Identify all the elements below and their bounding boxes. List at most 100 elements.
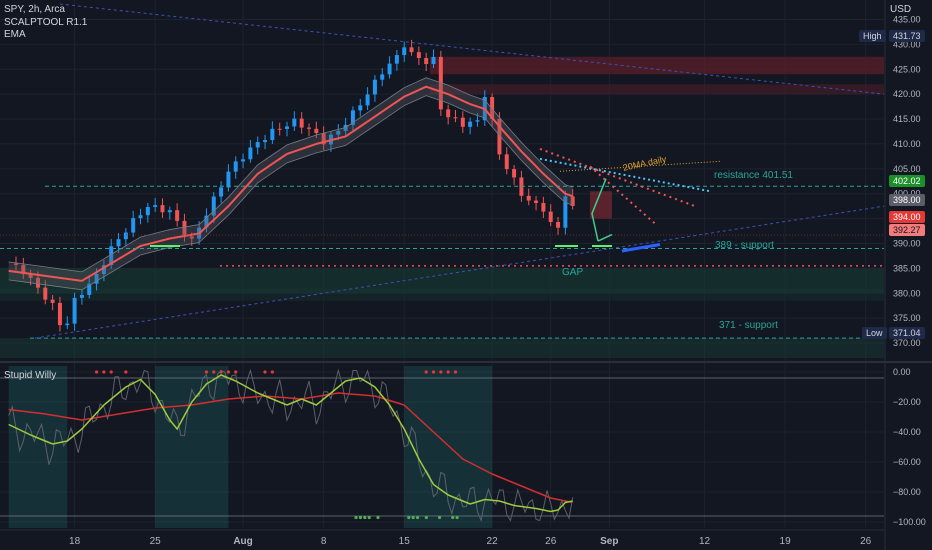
- candle-body: [431, 56, 436, 65]
- sell-signal-dot: [204, 370, 209, 374]
- candle: [175, 203, 180, 227]
- buy-signal-dot: [376, 515, 380, 520]
- candle: [321, 126, 326, 151]
- marker-line: [621, 243, 661, 253]
- candle: [277, 122, 282, 136]
- dotted-channel: [539, 157, 711, 193]
- candle-body: [563, 196, 568, 228]
- price-tick-label: 420.00: [893, 89, 921, 99]
- date-tick-label: Aug: [233, 536, 252, 547]
- price-tick-label: 425.00: [893, 64, 921, 74]
- candle-body: [285, 126, 290, 129]
- candle: [394, 50, 399, 71]
- candle-body: [204, 215, 209, 228]
- osc-zone: [155, 366, 229, 528]
- candle-body: [270, 128, 275, 141]
- candle: [446, 104, 451, 125]
- candle-body: [424, 58, 429, 65]
- sell-signal-dot: [94, 370, 99, 374]
- candle-body: [65, 323, 70, 326]
- candle-body: [87, 283, 92, 295]
- candle: [255, 136, 260, 155]
- osc-tick-label: −100.00: [893, 517, 926, 527]
- candle-body: [343, 124, 348, 131]
- candle: [292, 111, 297, 131]
- candle-body: [131, 218, 136, 233]
- trendline-top: [59, 3, 885, 95]
- date-tick-label: 25: [150, 536, 162, 547]
- osc-tick-label: −80.00: [893, 487, 921, 497]
- candle: [87, 276, 92, 299]
- indicator-legend-scalptool[interactable]: SCALPTOOL R1.1: [4, 17, 88, 28]
- candle-body: [321, 133, 326, 145]
- candle: [526, 188, 531, 206]
- candle-body: [72, 297, 77, 324]
- subpane-legend[interactable]: Stupid Willy: [4, 370, 57, 381]
- candle-body: [28, 273, 33, 278]
- candles: [13, 39, 575, 332]
- projection-arrow: [597, 233, 613, 242]
- candle: [548, 204, 553, 227]
- candle: [13, 256, 18, 271]
- candle: [431, 49, 436, 68]
- candle-body: [175, 210, 180, 221]
- candle-body: [160, 205, 165, 213]
- high-price-pill: 431.73: [889, 30, 925, 42]
- candle: [123, 227, 128, 247]
- price-tick-label: 410.00: [893, 139, 921, 149]
- candle: [226, 164, 231, 192]
- sell-signal-dot: [439, 370, 443, 374]
- candle: [241, 153, 246, 169]
- candle: [65, 316, 70, 330]
- sell-signal-dot: [234, 370, 238, 374]
- candle: [270, 121, 275, 145]
- candle-body: [211, 196, 216, 216]
- date-tick-label: 12: [699, 536, 711, 547]
- buy-signal-dot: [424, 515, 428, 520]
- candle-body: [526, 195, 531, 201]
- candle: [79, 289, 84, 305]
- ema-line: [8, 85, 574, 282]
- candle-body: [50, 299, 55, 303]
- ema-band-upper: [8, 77, 573, 273]
- buy-signal-dot: [354, 515, 358, 520]
- price-pill-394: 394.00: [889, 211, 925, 223]
- candle: [343, 117, 348, 137]
- candle-body: [416, 52, 421, 59]
- candle-body: [409, 47, 414, 53]
- sell-signal-dot: [109, 370, 113, 374]
- indicator-legend-ema[interactable]: EMA: [4, 29, 26, 40]
- candle-body: [101, 265, 106, 274]
- candle-body: [402, 47, 407, 56]
- ema-band: [8, 77, 573, 290]
- candle: [380, 68, 385, 87]
- price-tick-label: 385.00: [893, 263, 921, 273]
- symbol-legend[interactable]: SPY, 2h, Arca: [4, 4, 65, 15]
- candle: [453, 109, 458, 123]
- candle-body: [35, 277, 40, 288]
- low-price-pill: 371.04: [889, 327, 925, 339]
- candle-body: [438, 56, 443, 110]
- candle-body: [372, 79, 377, 95]
- candle-body: [255, 142, 260, 148]
- buy-signal-dot: [455, 515, 459, 520]
- candle: [541, 196, 546, 219]
- candle: [248, 140, 253, 163]
- price-tick-label: 390.00: [893, 238, 921, 248]
- osc-tick-label: −20.00: [893, 397, 921, 407]
- candle: [490, 93, 495, 127]
- candle: [306, 123, 311, 137]
- candle-body: [123, 232, 128, 240]
- candle-body: [336, 130, 341, 135]
- candle: [570, 188, 575, 210]
- candle: [43, 280, 48, 305]
- low-label: Low: [862, 327, 887, 339]
- supply-zone: [430, 56, 884, 75]
- sell-signal-dot: [453, 370, 458, 374]
- price-pill-392: 392.27: [889, 224, 925, 236]
- supply-zone: [430, 84, 884, 95]
- candle-body: [189, 236, 194, 239]
- candle: [402, 41, 407, 62]
- candle-body: [226, 171, 231, 188]
